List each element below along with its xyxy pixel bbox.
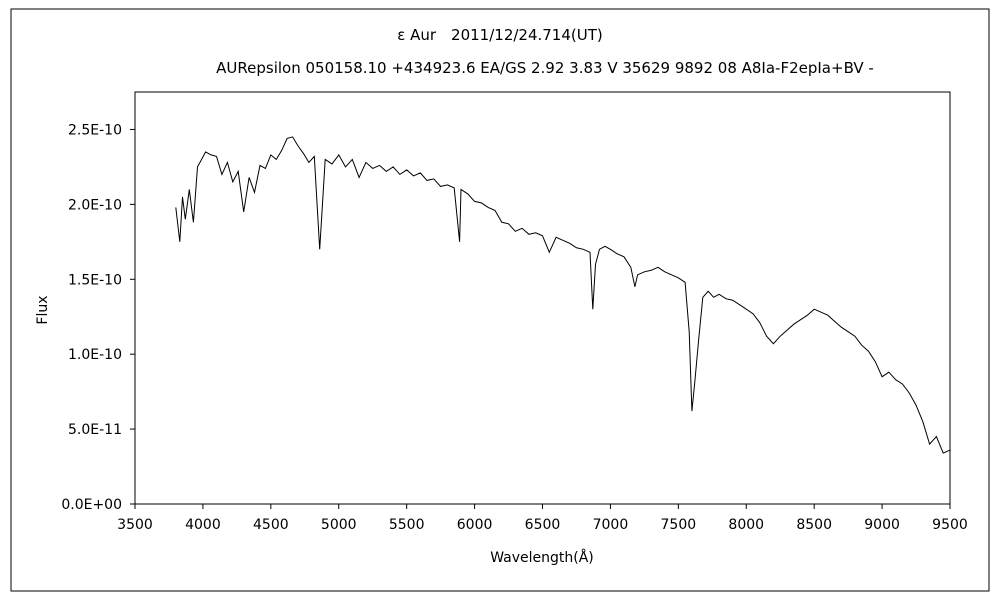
x-tick-label: 5500 <box>389 517 425 533</box>
x-tick-label: 8500 <box>796 517 832 533</box>
y-tick-label: 0.0E+00 <box>61 497 122 513</box>
y-tick-label: 1.0E-10 <box>68 347 122 363</box>
chart-title: ε Aur 2011/12/24.714(UT) <box>397 26 603 44</box>
y-tick-label: 1.5E-10 <box>68 272 122 288</box>
x-tick-label: 9000 <box>864 517 900 533</box>
y-tick-label: 2.5E-10 <box>68 122 122 138</box>
x-tick-label: 7500 <box>661 517 697 533</box>
plot-area <box>134 91 951 505</box>
x-axis-ticks: 3500 4000 4500 5000 5500 6000 6500 7000 7500 8000… <box>117 504 968 533</box>
x-tick-label: 5000 <box>321 517 357 533</box>
x-tick-label: 6000 <box>457 517 493 533</box>
x-axis-label: Wavelength(Å) <box>490 549 594 566</box>
x-tick-label: 3500 <box>117 517 153 533</box>
x-tick-label: 8000 <box>728 517 764 533</box>
chart-subtitle: AURepsilon 050158.10 +434923.6 EA/GS 2.9… <box>216 59 874 77</box>
x-tick-label: 9500 <box>932 517 968 533</box>
y-axis-ticks: 0.0E+00 5.0E-11 1.0E-10 1.5E-10 2.0E-10 2.5E-… <box>61 122 135 513</box>
x-tick-label: 4000 <box>185 517 221 533</box>
x-tick-label: 4500 <box>253 517 289 533</box>
series-line <box>175 136 951 454</box>
x-tick-label: 6500 <box>525 517 561 533</box>
y-tick-label: 2.0E-10 <box>68 197 122 213</box>
y-axis-label: Flux <box>35 295 51 324</box>
x-tick-label: 7000 <box>593 517 629 533</box>
y-tick-label: 5.0E-11 <box>68 422 122 438</box>
